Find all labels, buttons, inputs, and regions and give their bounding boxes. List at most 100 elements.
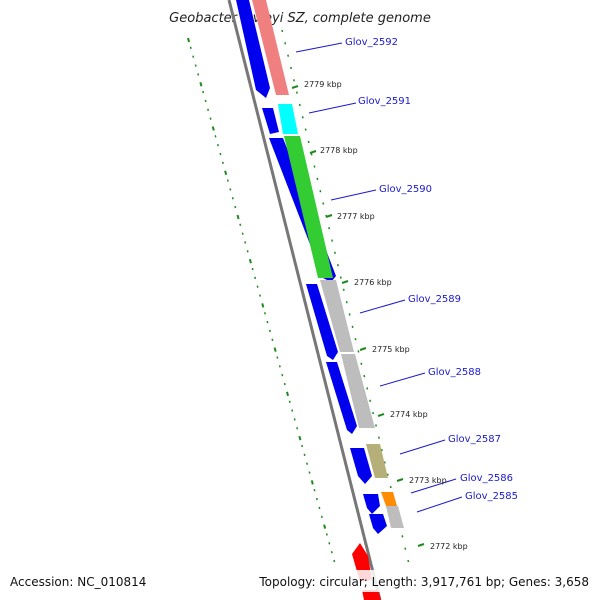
kbp-tick (359, 347, 367, 351)
scale-dot (286, 391, 290, 397)
scale-dot (236, 214, 240, 220)
cds-arrow[interactable] (262, 108, 279, 134)
kbp-label: 2773 kbp (409, 476, 447, 485)
scale-dot (259, 294, 262, 297)
scale-dot (197, 73, 200, 76)
scale-dot (226, 179, 229, 182)
scale-dot (318, 506, 321, 510)
gene-label-glov-2592[interactable]: Glov_2592 (345, 37, 398, 48)
gene-labels: Glov_2592 Glov_2591 Glov_2590 Glov_2589 … (345, 37, 518, 502)
kbp-tick (341, 280, 349, 284)
tick-dot (380, 448, 383, 452)
tick-dot (298, 103, 301, 107)
gene-label-glov-2591[interactable]: Glov_2591 (358, 96, 411, 107)
inner-tick-track (281, 29, 410, 563)
scale-dot (325, 533, 328, 536)
kbp-label: 2778 kbp (320, 146, 358, 155)
cds-arrow[interactable] (369, 514, 387, 534)
scale-dot (229, 188, 232, 191)
tick-dot (375, 424, 377, 427)
gene-block-glov-2591[interactable] (278, 104, 298, 134)
tick-dot (383, 461, 386, 464)
leader-line (295, 42, 343, 53)
cds-arrow[interactable] (306, 284, 338, 360)
scale-dot (266, 320, 269, 324)
kbp-label: 2772 kbp (430, 542, 468, 551)
rna-arrow[interactable] (362, 590, 381, 600)
gene-block-glov-2585[interactable] (386, 506, 404, 528)
scale-dot (320, 515, 323, 518)
gene-label-glov-2586[interactable]: Glov_2586 (460, 473, 513, 484)
gene-block-glov-2586[interactable] (381, 492, 397, 506)
gene-label-glov-2589[interactable]: Glov_2589 (408, 294, 461, 305)
gene-block-glov-2590[interactable] (284, 136, 333, 278)
scale-dot (268, 329, 271, 333)
tick-dot (284, 42, 287, 45)
scale-dot (303, 453, 306, 457)
scale-dot (261, 303, 265, 308)
gene-label-glov-2590[interactable]: Glov_2590 (379, 184, 432, 195)
kbp-label: 2779 kbp (304, 80, 342, 89)
scale-dot (256, 285, 259, 288)
cds-arrow[interactable] (363, 494, 380, 514)
leader-line (330, 189, 377, 201)
gene-label-glov-2587[interactable]: Glov_2587 (448, 434, 501, 445)
kbp-tick (396, 478, 404, 482)
kbp-tick (291, 85, 299, 89)
scale-dot (276, 356, 279, 359)
scale-dot (248, 258, 252, 264)
backbone-line (227, 0, 382, 600)
leader-line (359, 299, 406, 314)
scale-dot (234, 205, 237, 209)
scale-dot (278, 365, 281, 368)
scale-dot (211, 126, 215, 131)
tick-dot (313, 165, 316, 168)
footer-background (260, 570, 594, 592)
scale-dot (221, 161, 224, 165)
scale-dot (209, 117, 212, 120)
gene-block-glov-2588[interactable] (341, 354, 375, 428)
gene-label-glov-2585[interactable]: Glov_2585 (465, 491, 518, 502)
scale-dot (330, 550, 333, 554)
scale-dot (214, 135, 217, 138)
accession-label: Accession: NC_010814 (10, 575, 146, 589)
cds-arrow[interactable] (326, 362, 357, 434)
leader-line (410, 478, 457, 494)
gene-label-glov-2588[interactable]: Glov_2588 (428, 367, 481, 378)
scale-dot (254, 276, 257, 280)
tick-dot (404, 547, 407, 550)
label-leader-lines (295, 42, 463, 513)
tick-dot (336, 264, 339, 267)
tick-dot (281, 29, 284, 33)
tick-dot (331, 239, 334, 242)
tick-dot (328, 227, 331, 230)
scale-dot (271, 338, 274, 342)
tick-dot (319, 190, 322, 193)
scale-dot (306, 462, 309, 465)
cds-arrow[interactable] (236, 0, 270, 98)
scale-dot (281, 374, 284, 377)
gene-block-glov-2592[interactable] (252, 0, 289, 95)
scale-dot (231, 197, 234, 200)
tick-dot (301, 116, 304, 119)
position-labels: 2779 kbp 2778 kbp 2777 kbp 2776 kbp 2775… (291, 80, 468, 551)
tick-dot (407, 559, 410, 563)
tick-dot (372, 411, 375, 415)
annotation-track (252, 0, 404, 528)
scale-dot (293, 418, 296, 421)
leader-line (379, 372, 426, 387)
gene-block-glov-2589[interactable] (320, 280, 354, 352)
kbp-label: 2774 kbp (390, 410, 428, 419)
tick-dot (322, 202, 325, 205)
cds-arrow[interactable] (350, 448, 372, 484)
gene-block-glov-2587[interactable] (366, 444, 388, 478)
scale-dot (244, 241, 247, 244)
scale-dot (189, 46, 192, 50)
scale-dot (251, 267, 254, 271)
tick-dot (366, 387, 369, 390)
scale-dot (323, 524, 327, 529)
tick-dot (342, 288, 345, 292)
tick-dot (389, 485, 392, 489)
tick-dot (369, 399, 372, 402)
